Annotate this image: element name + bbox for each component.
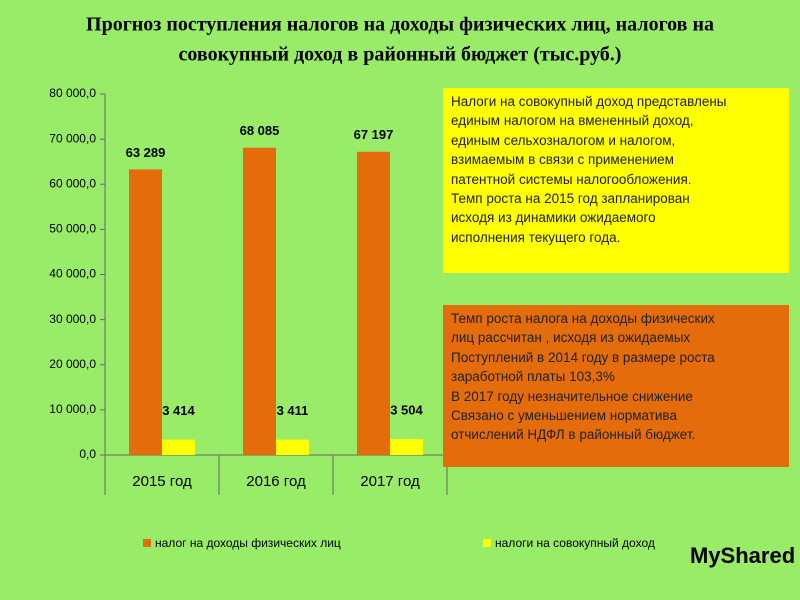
- x-tick-label: 2016 год: [246, 473, 306, 490]
- watermark: MyShared: [690, 543, 795, 568]
- bar: [390, 439, 423, 455]
- y-tick-label: 80 000,0: [49, 86, 96, 100]
- y-tick-label: 30 000,0: [49, 312, 96, 326]
- note-line: взимаемым в связи с применением: [451, 152, 674, 168]
- bar: [162, 439, 195, 455]
- data-label: 3 411: [277, 403, 309, 418]
- note-line: Темп роста на 2015 год запланирован: [451, 191, 690, 207]
- data-label: 67 197: [354, 127, 394, 142]
- note-line: В 2017 году незначительное снижение: [451, 388, 693, 404]
- note-line: исполнения текущего года.: [451, 229, 621, 245]
- y-tick-label: 70 000,0: [49, 131, 96, 145]
- note-line: Поступлений в 2014 году в размере роста: [451, 349, 715, 365]
- data-label: 63 289: [126, 145, 166, 160]
- note-line: заработной платы 103,3%: [451, 369, 615, 385]
- note-line: Налоги на совокупный доход представлены: [451, 94, 727, 109]
- note-line: единым сельхозналогом и налогом,: [451, 132, 676, 148]
- bar: [243, 147, 276, 456]
- note-box: Налоги на совокупный доход представлены е…: [443, 88, 789, 273]
- data-label: 68 085: [240, 123, 280, 138]
- note-line: лиц рассчитан , исходя из ожидаемых: [451, 330, 691, 346]
- legend-label: налоги на совокупный доход: [495, 536, 655, 550]
- note-line: исходя из динамики ожидаемого: [451, 210, 656, 226]
- note-line: единым налогом на вмененный доход,: [451, 113, 694, 129]
- data-label: 3 414: [162, 403, 195, 418]
- note-line: Связано с уменьшением норматива: [451, 408, 677, 424]
- note-line: патентной системы налогообложения.: [451, 171, 692, 187]
- y-tick-label: 10 000,0: [49, 402, 96, 416]
- legend-label: налог на доходы физических лиц: [155, 536, 341, 550]
- note-line: Темп роста налога на доходы физических: [451, 311, 715, 326]
- note-box: Темп роста налога на доходы физических ли…: [443, 305, 789, 467]
- bar: [129, 169, 162, 455]
- legend-swatch: [143, 539, 151, 547]
- y-tick-label: 20 000,0: [49, 357, 96, 371]
- title-line: совокупный доход в районный бюджет (тыс.…: [179, 44, 622, 66]
- x-tick-label: 2017 год: [360, 473, 420, 490]
- y-tick-label: 60 000,0: [49, 176, 96, 190]
- y-tick-label: 50 000,0: [49, 222, 96, 236]
- note-line: отчислений НДФЛ в районный бюджет.: [451, 427, 696, 443]
- bar: [276, 439, 309, 455]
- y-tick-label: 0,0: [79, 447, 96, 461]
- x-tick-label: 2015 год: [132, 473, 192, 490]
- title-line: Прогноз поступления налогов на доходы фи…: [86, 14, 714, 36]
- y-tick-label: 40 000,0: [49, 267, 96, 281]
- bar: [357, 151, 390, 455]
- data-label: 3 504: [390, 403, 423, 418]
- legend-swatch: [483, 539, 491, 547]
